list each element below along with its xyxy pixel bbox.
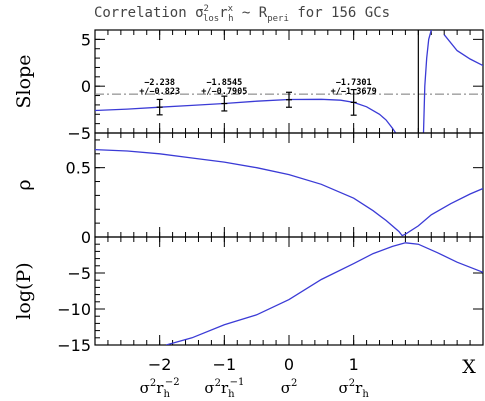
- value-annotation: +/−1.3679: [331, 87, 377, 97]
- panel-frame: [94, 132, 484, 238]
- y-tick-label: 0: [81, 77, 91, 96]
- series-line-1: [95, 98, 397, 133]
- x-tick-label: 0: [284, 355, 294, 374]
- title-suffix: for 156 GCs: [289, 5, 390, 21]
- title-middle: ~ R: [234, 5, 268, 21]
- panel-frame: [94, 236, 484, 346]
- value-annotation: −1.8545: [206, 78, 242, 88]
- series-line-1: [95, 148, 483, 237]
- y-axis-label: ρ: [13, 179, 35, 190]
- title-prefix: Correlation: [94, 5, 195, 21]
- error-bar: [350, 88, 357, 116]
- series-line-2: [422, 30, 433, 133]
- y-tick-label: 0: [81, 228, 91, 247]
- value-annotation: −2.238: [144, 78, 175, 88]
- y-tick-label: −10: [57, 300, 91, 319]
- x-tick-label: 1: [349, 355, 359, 374]
- x-category-label: σ2rh−1: [204, 377, 244, 400]
- title-sigma-sup: 2: [204, 4, 209, 14]
- y-tick-label: 0.5: [66, 159, 91, 178]
- x-axis-label: X: [462, 356, 476, 378]
- title-r-sub: h: [228, 14, 233, 24]
- title-r: r: [219, 5, 227, 21]
- title-sigma: σ: [195, 5, 203, 21]
- value-annotation: −1.7301: [336, 78, 372, 88]
- x-category-label: σ2rh−2: [140, 377, 180, 400]
- title-text: Correlation σ2 losrx h ~ Rperi for 156 GCs: [94, 4, 390, 24]
- error-bar: [286, 91, 292, 108]
- x-category-label: σ2: [281, 378, 298, 397]
- y-tick-label: −15: [57, 336, 91, 355]
- y-axis-label: log(P): [13, 262, 35, 319]
- value-annotation: +/−0.823: [139, 87, 180, 97]
- error-bar: [221, 95, 228, 112]
- title-R-sub: peri: [267, 14, 289, 24]
- y-tick-label: 5: [81, 30, 91, 49]
- panel-1: 5 0 −5 Slope −2.238+/−0.823 −1.8545+/−0.7905 −…: [13, 29, 484, 143]
- value-annotation: +/−0.7905: [201, 87, 247, 97]
- title-r-sup: x: [228, 4, 234, 14]
- error-bar: [156, 98, 163, 116]
- series-line-3: [443, 34, 483, 67]
- y-tick-label: −5: [67, 264, 91, 283]
- panel-3: −5 −10 −15 log(P): [13, 236, 484, 355]
- panel-2: 0.5 0 ρ: [13, 132, 484, 247]
- series-line-1: [165, 242, 483, 345]
- y-axis-label: Slope: [13, 55, 35, 109]
- x-tick-label: −2: [148, 355, 172, 374]
- title-sigma-sub: los: [203, 14, 219, 24]
- x-category-label: σ2rh: [339, 378, 370, 400]
- y-tick-label: −5: [67, 124, 91, 143]
- x-tick-label: −1: [213, 355, 237, 374]
- chart-title: Correlation σ2 losrx h ~ Rperi for 156 GCs: [94, 4, 390, 24]
